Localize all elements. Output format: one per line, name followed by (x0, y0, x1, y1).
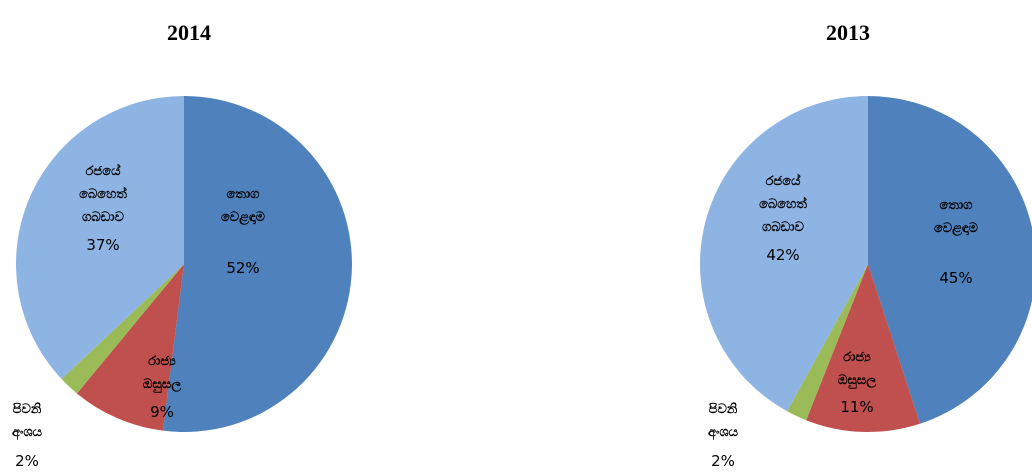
chart-title-2013: 2013 (826, 20, 870, 45)
pie-chart-2013: 2013 තොග වෙළඳාම 45% රාජ්‍ය ඔසුසල 11% පිවනි අංශය… (700, 20, 1032, 470)
slice-percent-2013-0: 45% (939, 269, 972, 287)
slice-label-2013-0-line-0: තොග (940, 198, 974, 213)
pie-slice-2013-0 (868, 96, 1032, 424)
slice-percent-2014-1: 9% (150, 403, 174, 421)
slice-label-2013-0-line-1: වෙළඳාම (934, 221, 979, 237)
pie-chart-2014: 2014 තොග වෙළඳාම 52% රාජ්‍ය ඔසුසල 9% පිවනි අංශය 2… (12, 20, 352, 470)
slice-percent-2013-3: 42% (766, 246, 799, 264)
slice-label-2014-3-line-2: ගබඩාව (82, 210, 125, 225)
pie-slice-2014-2 (61, 264, 184, 394)
slice-label-2014-2-line-0: පිවනි (12, 401, 41, 417)
slice-label-2014-0-line-1: වෙළඳාම (221, 210, 266, 226)
slice-label-2014-3-line-0: රජයේ (86, 162, 122, 179)
slice-label-2013-3-line-0: රජයේ (766, 172, 802, 189)
slice-label-2013-3-line-1: බෙහෙත් (759, 195, 807, 212)
slice-label-2013-2-line-0: පිවනි (708, 401, 737, 417)
slice-label-2014-1-line-1: ඔසුසල (143, 377, 181, 393)
slice-percent-2014-2: 2% (15, 452, 39, 470)
slice-label-2013-2-line-1: අංශය (708, 425, 739, 441)
slice-label-2013-1-line-0: රාජ්‍ය (843, 350, 871, 365)
slice-label-2014-2-line-1: අංශය (12, 425, 43, 441)
slice-percent-2014-0: 52% (226, 259, 259, 277)
chart-title-2014: 2014 (167, 20, 211, 45)
slice-label-2014-3-line-1: බෙහෙත් (79, 185, 127, 202)
slice-label-2013-3-line-2: ගබඩාව (762, 220, 805, 235)
slice-percent-2014-3: 37% (86, 236, 119, 254)
pie-slice-2014-0 (162, 96, 352, 432)
pie-slice-2014-1 (76, 264, 184, 431)
slice-label-2014-1-line-0: රාජ්‍ය (148, 354, 176, 369)
slice-label-2013-1-line-1: ඔසුසල (838, 373, 876, 389)
slice-percent-2013-1: 11% (840, 398, 873, 416)
slice-percent-2013-2: 2% (711, 452, 735, 470)
pie-slice-2014-3 (16, 96, 184, 379)
pie-slice-2013-1 (806, 264, 920, 432)
pie-slice-2013-3 (700, 96, 868, 412)
pie-slice-2013-2 (787, 264, 868, 421)
slice-label-2014-0-line-0: තොග (227, 187, 261, 202)
